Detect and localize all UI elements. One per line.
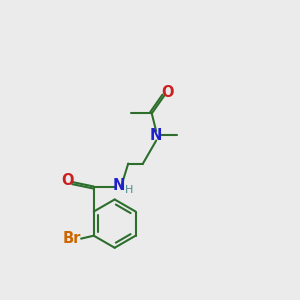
Text: N: N [150, 128, 162, 143]
Text: Br: Br [63, 231, 82, 246]
Text: N: N [112, 178, 125, 193]
Text: O: O [162, 85, 174, 100]
Text: H: H [125, 185, 133, 195]
Text: O: O [61, 173, 74, 188]
